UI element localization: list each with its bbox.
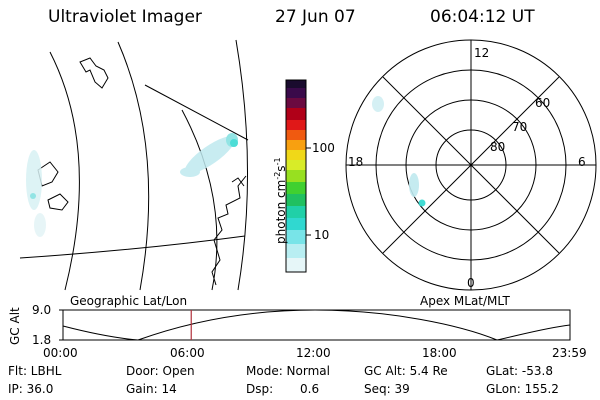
- apex-panel-label: Apex MLat/MLT: [420, 294, 510, 308]
- info-ip: IP: 36.0: [8, 382, 54, 396]
- coastline: [231, 177, 245, 187]
- geo-grid-line: [144, 84, 249, 141]
- coastline: [79, 57, 109, 89]
- info-filter: Flt: LBHL: [8, 364, 62, 378]
- info-door: Door: Open: [126, 364, 195, 378]
- aurora-emission: [26, 133, 238, 237]
- polar-label-18: 18: [348, 155, 364, 169]
- polar-aurora: [372, 96, 426, 207]
- coastline: [211, 175, 247, 286]
- colorbar: [285, 79, 311, 273]
- info-dsp-label: Dsp:: [246, 382, 274, 396]
- polar-lat-60: 60: [535, 96, 551, 110]
- altitude-xtick: 12:00: [296, 346, 331, 360]
- polar-label-12: 12: [474, 46, 490, 60]
- altitude-xtick: 06:00: [170, 346, 205, 360]
- geo-grid-line: [19, 235, 246, 259]
- polar-label-6: 6: [578, 155, 586, 169]
- geographic-panel-label: Geographic Lat/Lon: [70, 294, 188, 308]
- info-dsp-value: 0.6: [300, 382, 320, 396]
- geo-grid-line: [49, 51, 80, 291]
- colorbar-unit-label: photon cm-2s-1: [273, 157, 288, 244]
- date-label: 27 Jun 07: [275, 7, 356, 27]
- polar-lat-70: 70: [512, 120, 528, 134]
- colorbar-label-100: 100: [312, 141, 335, 155]
- info-seq: Seq: 39: [364, 382, 410, 396]
- info-glon: GLon: 155.2: [486, 382, 559, 396]
- altitude-ytick-top: 9.0: [32, 303, 52, 317]
- colorbar-label-10: 10: [314, 228, 330, 242]
- info-mode: Mode: Normal: [246, 364, 330, 378]
- polar-plot: [345, 39, 597, 291]
- polar-lat-80: 80: [490, 140, 506, 154]
- altitude-ytick-bottom: 1.8: [32, 333, 52, 347]
- polar-label-0: 0: [467, 276, 475, 290]
- info-gc-alt: GC Alt: 5.4 Re: [364, 364, 448, 378]
- altitude-curve: [62, 309, 571, 341]
- info-gain: Gain: 14: [126, 382, 177, 396]
- geo-grid-line: [235, 39, 248, 291]
- app-title: Ultraviolet Imager: [48, 7, 202, 27]
- coastline: [47, 193, 69, 211]
- info-glat: GLat: -53.8: [486, 364, 553, 378]
- altitude-xtick: 00:00: [43, 346, 78, 360]
- altitude-xtick: 18:00: [422, 346, 457, 360]
- geo-grid-line: [181, 109, 218, 291]
- time-label: 06:04:12 UT: [430, 7, 535, 27]
- altitude-y-label: GC Alt: [8, 307, 22, 345]
- geo-grid-line: [117, 41, 150, 291]
- geographic-map: [19, 39, 249, 291]
- altitude-xtick: 23:59: [552, 346, 587, 360]
- altitude-plot: [59, 309, 571, 341]
